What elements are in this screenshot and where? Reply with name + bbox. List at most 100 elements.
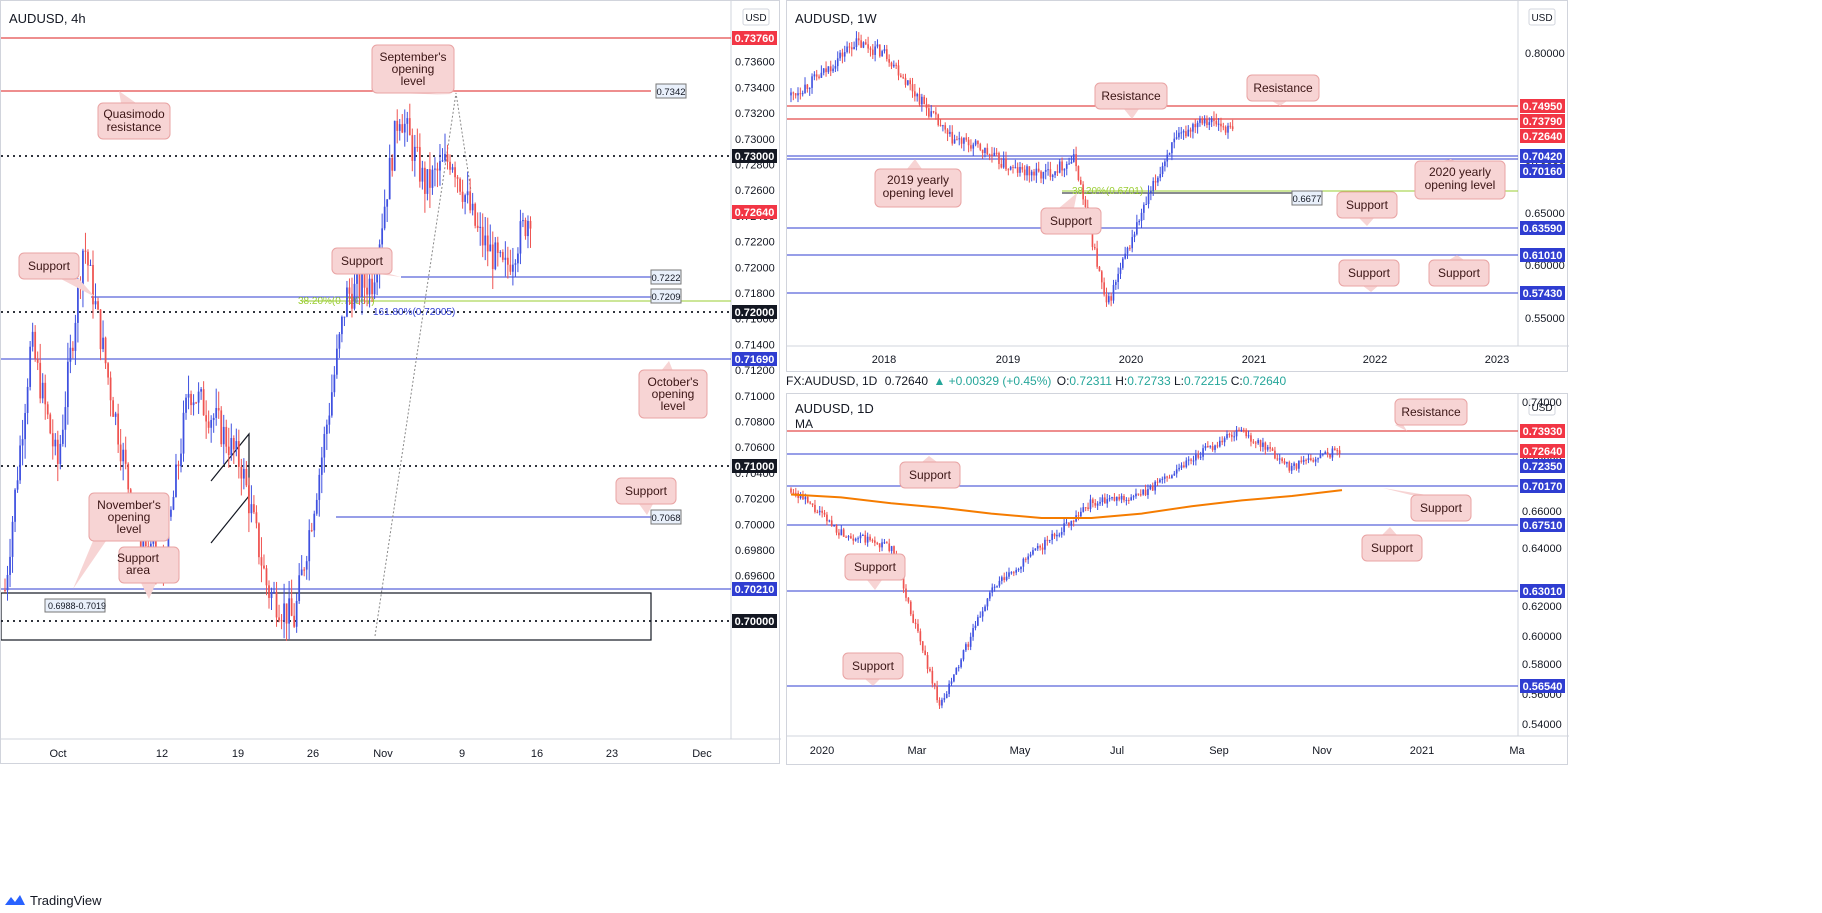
candle-body — [829, 66, 832, 72]
candle-body — [938, 700, 941, 706]
chart-1w[interactable]: AUDUSD, 1W USD 0.800000.750000.700000.65… — [787, 1, 1569, 373]
candle-body — [967, 644, 970, 647]
candle-body — [804, 84, 806, 94]
svg-text:November's: November's — [97, 498, 161, 512]
candle-body — [911, 84, 914, 92]
candle-body — [995, 152, 998, 154]
candle-body — [240, 466, 243, 479]
candle-body — [839, 52, 841, 59]
chart-1d[interactable]: AUDUSD, 1D MA USD 0.740000.720000.700000… — [787, 394, 1569, 766]
candle-body — [977, 617, 979, 626]
price-tag-label: 0.7068 — [651, 513, 680, 524]
svg-text:Support: Support — [854, 560, 897, 574]
candle-body — [854, 538, 857, 541]
candle-body — [1164, 161, 1166, 167]
ohlc-high: 0.72733 — [1127, 374, 1171, 388]
callout-support-d3: Support — [1361, 527, 1423, 562]
candle-body — [215, 408, 218, 418]
candle-body — [1209, 446, 1212, 448]
candle-body — [933, 683, 936, 686]
candle-body — [826, 514, 828, 522]
moving-average-line — [790, 489, 1343, 519]
candle-body — [1175, 137, 1178, 139]
candle-body — [1087, 507, 1089, 509]
callout-support-area: Support area — [117, 546, 180, 599]
price-tag-label: 0.71000 — [735, 461, 775, 473]
candle-body — [1126, 247, 1129, 254]
candle-body — [1100, 271, 1103, 283]
x-axis[interactable]: 2018 2019 2020 2021 2022 2023 — [872, 354, 1509, 366]
candle-body — [1266, 447, 1269, 450]
candle-body — [170, 509, 172, 517]
candle-body — [393, 120, 396, 171]
y-tick-label: 0.72600 — [735, 185, 775, 197]
x-tick-label: Sep — [1209, 745, 1229, 757]
price-candles — [4, 103, 532, 641]
candle-body — [841, 52, 844, 57]
candle-body — [315, 499, 318, 514]
currency-label: USD — [1531, 13, 1552, 24]
y-axis[interactable]: 0.800000.750000.700000.650000.600000.550… — [1525, 48, 1565, 325]
candle-body — [1199, 456, 1202, 458]
candle-body — [142, 540, 145, 549]
tradingview-brand[interactable]: TradingView — [4, 890, 102, 910]
candle-body — [942, 125, 944, 127]
candle-body — [1310, 458, 1312, 461]
chart-4h[interactable]: AUDUSD, 4h USD 0.738000.736000.734000.73… — [1, 1, 781, 765]
candle-body — [172, 496, 175, 510]
candle-body — [16, 480, 19, 490]
candle-body — [1293, 463, 1295, 466]
price-tag-label: 0.74950 — [1523, 101, 1563, 113]
candle-body — [424, 167, 426, 194]
candle-body — [127, 463, 130, 490]
chart-panel-4h[interactable]: AUDUSD, 4h USD 0.738000.736000.734000.73… — [0, 0, 781, 765]
candle-body — [885, 49, 888, 60]
candle-body — [883, 542, 886, 544]
candle-body — [979, 616, 982, 618]
candle-body — [1014, 167, 1017, 169]
currency-button[interactable]: USD — [742, 8, 770, 26]
ohlc-close: 0.72640 — [1242, 374, 1287, 388]
candle-body — [930, 111, 933, 117]
currency-button[interactable]: USD — [1528, 8, 1556, 26]
candle-body — [436, 168, 439, 171]
candle-body — [1122, 258, 1124, 268]
currency-button[interactable]: USD — [1528, 398, 1556, 416]
candle-body — [923, 96, 926, 105]
candle-body — [790, 92, 792, 96]
candle-body — [82, 250, 84, 287]
fib-label-161: 161.80%(0.72005) — [373, 307, 455, 318]
candle-body — [310, 530, 313, 532]
price-tag-bg — [732, 305, 777, 319]
candle-body — [871, 540, 874, 542]
candle-body — [494, 242, 497, 270]
candle-body — [1130, 497, 1133, 501]
chart-panel-1w[interactable]: AUDUSD, 1W USD 0.800000.750000.700000.65… — [786, 0, 1569, 373]
svg-text:2020 yearly: 2020 yearly — [1429, 165, 1491, 179]
candle-body — [1041, 547, 1044, 550]
candle-body — [479, 226, 482, 228]
candle-body — [949, 131, 951, 134]
candle-body — [1229, 125, 1232, 127]
candle-body — [1171, 475, 1173, 479]
candle-body — [808, 87, 811, 89]
candle-body — [862, 42, 865, 48]
candle-body — [305, 561, 308, 570]
candle-body — [1047, 169, 1049, 171]
callout-support-w4: Support — [1428, 255, 1490, 287]
brand-label: TradingView — [30, 892, 102, 908]
candle-body — [1054, 171, 1056, 176]
candle-body — [1156, 481, 1159, 483]
candle-body — [361, 272, 363, 297]
x-axis[interactable]: 2020 Mar May Jul Sep Nov 2021 Ma — [810, 745, 1526, 757]
candle-body — [1152, 180, 1155, 192]
candle-body — [1319, 454, 1322, 459]
candle-body — [109, 377, 112, 401]
x-axis[interactable]: Oct 12 19 26 Nov 9 16 23 Dec — [49, 748, 712, 760]
candle-body — [1058, 534, 1061, 536]
candle-body — [984, 147, 986, 154]
candle-body — [391, 157, 394, 171]
candle-body — [1262, 442, 1264, 447]
candle-body — [1238, 429, 1240, 432]
chart-panel-1d[interactable]: AUDUSD, 1D MA USD 0.740000.720000.700000… — [786, 393, 1569, 766]
